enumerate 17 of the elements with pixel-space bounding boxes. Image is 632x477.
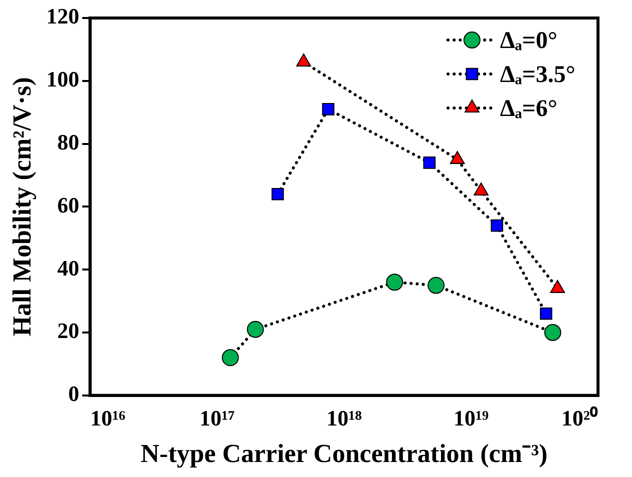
y-tick-label: 20 [57, 318, 80, 344]
y-tick-label: 120 [46, 4, 80, 29]
x-tick-label: 10²⁰ [561, 405, 598, 430]
x-tick-label: 10¹⁶ [90, 405, 126, 430]
legend-label: Δₐ=0° [500, 28, 558, 54]
x-tick-label: 10¹⁸ [326, 405, 362, 430]
y-tick-label: 80 [57, 129, 80, 154]
legend-label: Δₐ=3.5° [500, 62, 576, 88]
legend-label: Δₐ=6° [500, 96, 558, 122]
x-tick-label: 10¹⁷ [200, 405, 236, 430]
y-tick-label: 40 [57, 255, 80, 280]
x-tick-label: 10¹⁹ [453, 405, 490, 430]
y-tick-label: 0 [68, 381, 80, 406]
y-tick-label: 100 [46, 66, 80, 92]
y-tick-label: 60 [57, 192, 80, 218]
y-axis-title: Hall Mobility (cm²/V·s) [7, 77, 36, 336]
x-axis-title: N-type Carrier Concentration (cm⁻³) [140, 439, 548, 468]
